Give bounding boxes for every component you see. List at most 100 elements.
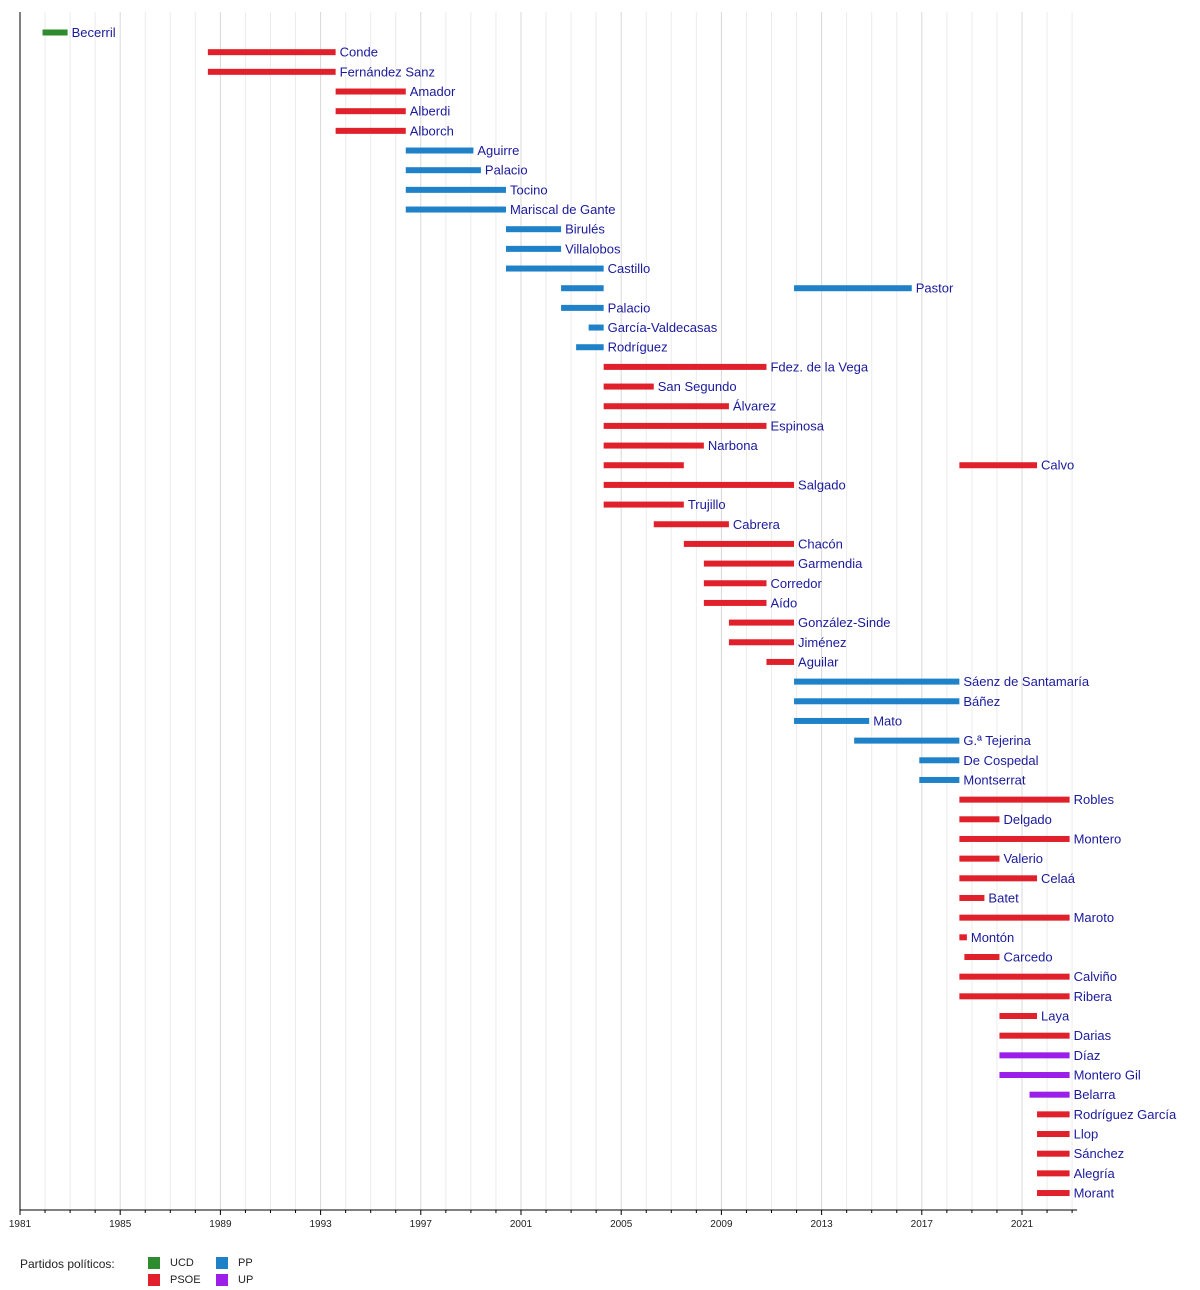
row-label-11: Villalobos [565,241,621,256]
bar-43-0 [959,875,1038,882]
bar-29-0 [703,599,767,606]
row-label-44: Batet [988,890,1019,905]
bar-14-0 [561,304,604,311]
row-label-8: Tocino [510,182,548,197]
bar-0-0 [42,29,68,36]
row-label-46: Montón [971,930,1014,945]
row-label-47: Carcedo [1003,949,1052,964]
row-label-1: Conde [340,45,378,60]
bar-15-0 [588,324,604,331]
row-label-50: Laya [1041,1009,1070,1024]
grid-lines [19,12,1073,1210]
bar-18-0 [603,383,654,390]
row-label-20: Espinosa [770,418,824,433]
row-label-55: Rodríguez García [1074,1107,1177,1122]
gantt-chart: 1981 1985 1989 1993 1997 2001 2005 2009 2013 2017… [9,12,1177,1230]
bar-45-0 [959,914,1070,921]
bar-25-0 [653,521,729,528]
bar-49-0 [959,993,1070,1000]
legend-label-up: UP [238,1274,254,1286]
bar-16-0 [576,344,604,351]
row-label-25: Cabrera [733,517,781,532]
row-label-15: García-Valdecasas [608,320,718,335]
bar-5-0 [335,127,406,134]
bar-44-0 [959,894,985,901]
bar-56-0 [1037,1131,1070,1138]
bar-47-0 [964,953,1000,960]
row-label-23: Salgado [798,477,846,492]
bar-41-0 [959,835,1070,842]
row-label-5: Alborch [410,123,454,138]
legend-swatch-up [216,1274,228,1286]
row-label-51: Darias [1074,1028,1112,1043]
row-label-21: Narbona [708,438,759,453]
row-label-3: Amador [410,84,456,99]
row-label-6: Aguirre [477,143,519,158]
bar-46-0 [959,934,967,941]
x-tick-label-2009: 2009 [710,1219,733,1230]
bar-57-0 [1037,1150,1070,1157]
bar-32-0 [766,658,795,665]
bar-21-0 [603,442,704,449]
bar-10-0 [505,226,562,233]
row-label-26: Chacón [798,536,843,551]
bar-24-0 [603,501,684,508]
bar-58-0 [1037,1170,1070,1177]
bar-12-0 [505,265,604,272]
legend-label-pp: PP [238,1257,253,1269]
axes: 1981 1985 1989 1993 1997 2001 2005 2009 2013 2017… [9,12,1078,1230]
x-tick-label-2017: 2017 [911,1219,934,1230]
row-labels: Becerril Conde Fernández Sanz Amador Alberdi… [72,25,1177,1201]
bar-13-1 [794,285,912,292]
legend-label-ucd: UCD [170,1257,194,1269]
bar-55-0 [1037,1111,1070,1118]
bar-2-0 [207,68,336,75]
legend-item-pp: PP [216,1257,253,1269]
row-label-22: Calvo [1041,458,1074,473]
row-label-14: Palacio [608,300,651,315]
row-label-37: De Cospedal [963,753,1038,768]
bar-3-0 [335,88,406,95]
row-label-31: Jiménez [798,635,846,650]
bar-30-0 [728,619,795,626]
x-tick-label-1997: 1997 [410,1219,433,1230]
bar-4-0 [335,108,406,115]
bar-54-0 [1029,1091,1070,1098]
row-label-56: Llop [1074,1127,1099,1142]
bar-17-0 [603,363,767,370]
bar-48-0 [959,973,1070,980]
row-label-17: Fdez. de la Vega [770,359,868,374]
x-tick-label-2005: 2005 [610,1219,633,1230]
row-label-32: Aguilar [798,654,839,669]
row-label-58: Alegría [1074,1166,1116,1181]
row-label-42: Valerio [1003,851,1043,866]
bar-6-0 [405,147,474,154]
bar-22-1 [959,462,1038,469]
x-tick-label-1993: 1993 [309,1219,332,1230]
bar-34-0 [794,698,960,705]
row-label-13: Pastor [916,281,954,296]
legend-swatch-ucd [148,1257,160,1269]
row-label-36: G.ª Tejerina [963,733,1031,748]
row-label-16: Rodríguez [608,340,668,355]
row-label-43: Celaá [1041,871,1076,886]
bar-51-0 [999,1032,1070,1039]
row-label-38: Montserrat [963,772,1026,787]
row-label-39: Robles [1074,792,1115,807]
legend-label-psoe: PSOE [170,1274,201,1286]
row-label-18: San Segundo [658,379,737,394]
row-label-48: Calviño [1074,969,1117,984]
bars [42,29,1070,1197]
legend-swatch-psoe [148,1274,160,1286]
row-label-54: Belarra [1074,1087,1117,1102]
bar-11-0 [505,245,562,252]
row-label-34: Báñez [963,694,1000,709]
bar-26-0 [683,540,795,547]
row-label-59: Morant [1074,1186,1115,1201]
bar-39-0 [959,796,1070,803]
bar-28-0 [703,580,767,587]
row-label-0: Becerril [72,25,116,40]
row-label-28: Corredor [770,576,822,591]
bar-27-0 [703,560,795,567]
row-label-33: Sáenz de Santamaría [963,674,1090,689]
